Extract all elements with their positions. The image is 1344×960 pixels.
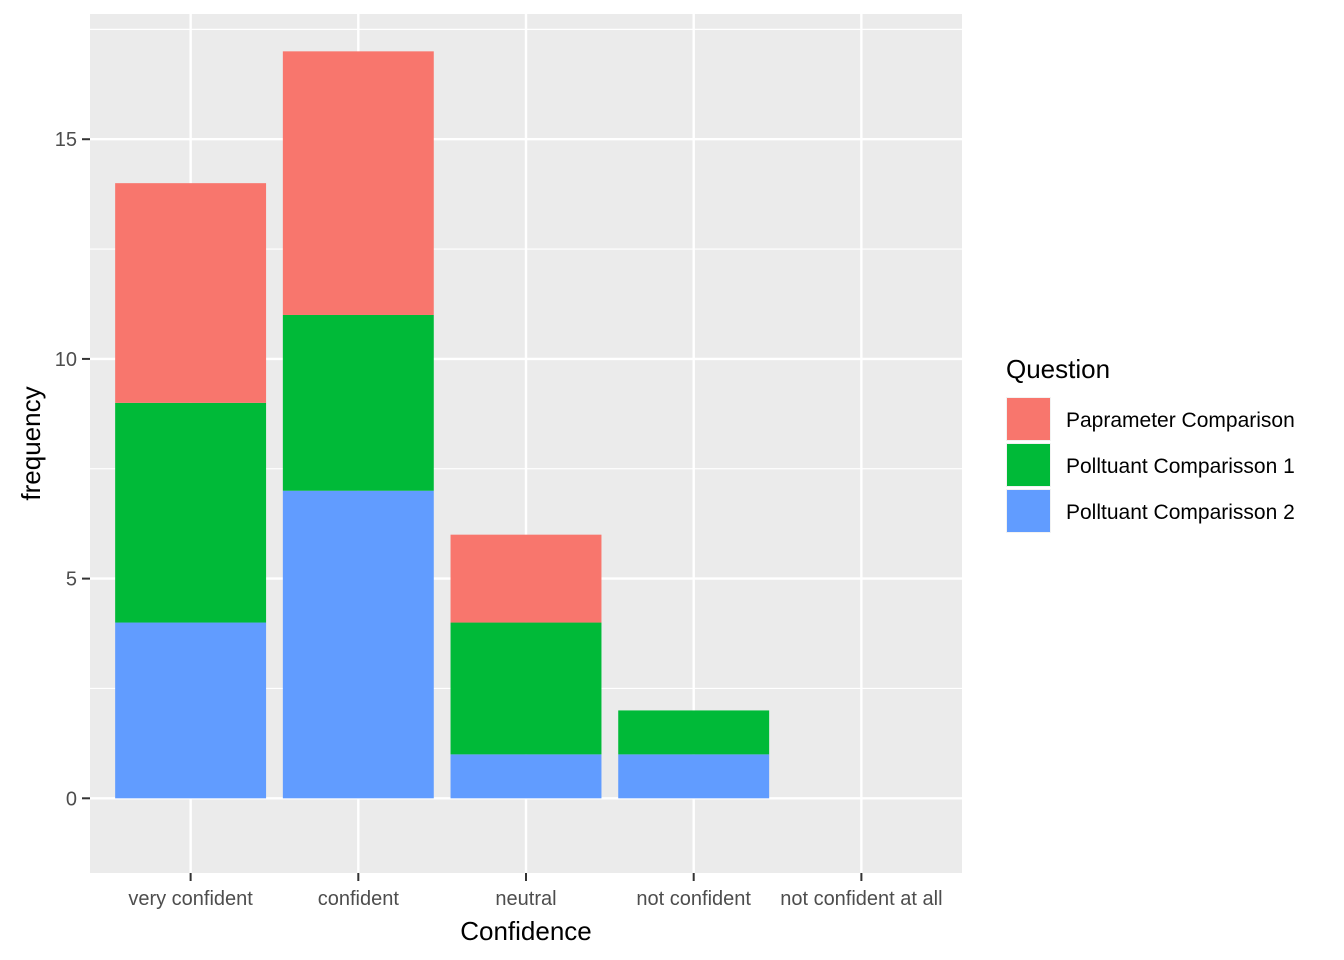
bar-segment xyxy=(115,183,267,403)
bar-segment xyxy=(618,754,770,799)
legend-swatch xyxy=(1007,490,1050,532)
y-axis: 0 5 10 15 xyxy=(55,129,90,810)
y-axis-title: frequency xyxy=(16,386,46,500)
bar-segment xyxy=(450,622,602,755)
legend-swatch xyxy=(1007,444,1050,486)
x-tick-label: not confident xyxy=(636,888,751,910)
y-tick-label: 5 xyxy=(66,569,77,591)
bar-segment xyxy=(282,490,434,799)
legend: Question Paprameter Comparison Polltuant … xyxy=(1006,354,1295,533)
bar-segment xyxy=(115,402,267,623)
legend-title: Question xyxy=(1006,354,1110,384)
bar-segment xyxy=(282,51,434,315)
bar-segment xyxy=(282,314,434,491)
legend-label: Paprameter Comparison xyxy=(1066,409,1295,432)
legend-label: Polltuant Comparisson 2 xyxy=(1066,501,1295,524)
x-tick-label: not confident at all xyxy=(780,888,942,910)
legend-swatch xyxy=(1007,398,1050,440)
x-axis-title: Confidence xyxy=(460,916,592,946)
bar-segment xyxy=(450,754,602,799)
bar-segment xyxy=(115,622,267,799)
bar-segment xyxy=(450,534,602,623)
y-tick-label: 0 xyxy=(66,788,77,810)
bars xyxy=(115,51,770,799)
legend-label: Polltuant Comparisson 1 xyxy=(1066,455,1295,478)
bar-segment xyxy=(618,710,770,755)
x-axis: very confident confident neutral not confid… xyxy=(128,873,943,910)
x-tick-label: very confident xyxy=(128,888,253,910)
y-tick-label: 15 xyxy=(55,129,77,151)
y-tick-label: 10 xyxy=(55,349,77,371)
x-tick-label: neutral xyxy=(495,888,556,910)
x-tick-label: confident xyxy=(318,888,400,910)
